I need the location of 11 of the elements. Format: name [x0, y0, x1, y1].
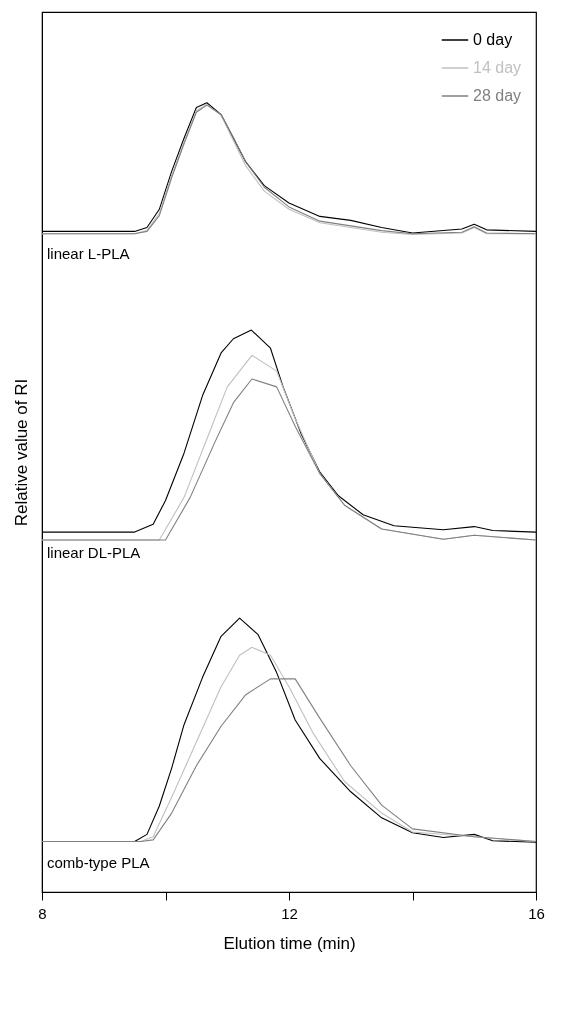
x-tick-label: 12 — [281, 904, 298, 922]
x-tick-label: 8 — [38, 904, 47, 922]
legend-label: 14 day — [473, 59, 522, 76]
annotation: linear DL-PLA — [47, 544, 141, 562]
legend-label: 0 day — [473, 31, 513, 48]
x-tick-label: 16 — [528, 904, 545, 922]
annotation: comb-type PLA — [47, 854, 150, 872]
y-axis-title: Relative value of RI — [11, 378, 31, 527]
annotation: linear L-PLA — [47, 244, 130, 262]
x-axis-title: Elution time (min) — [223, 933, 356, 953]
legend-label: 28 day — [473, 87, 522, 104]
